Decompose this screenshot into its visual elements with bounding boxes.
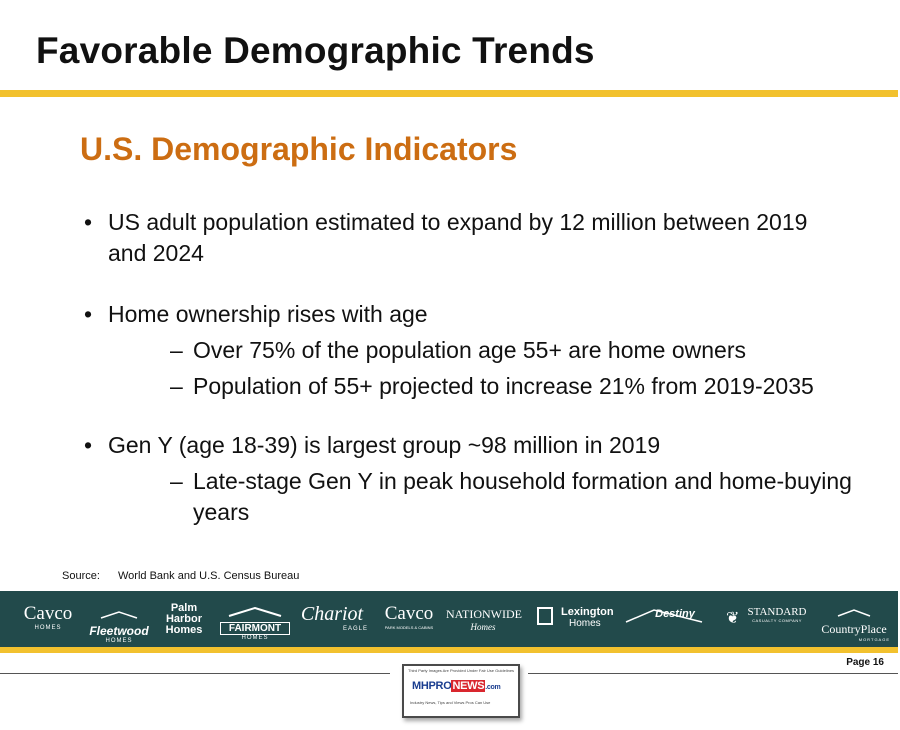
title-underline (0, 90, 898, 97)
cavco-park-models-logo: Cavco PARK MODELS & CABINS (384, 603, 434, 630)
sub-bullet-text: Population of 55+ projected to increase … (193, 373, 814, 399)
sub-bullet-text: Over 75% of the population age 55+ are h… (193, 337, 746, 363)
lexington-homes-logo: Lexington Homes (537, 606, 614, 629)
watermark-fair-use-text: Third Party Images Are Provided Under Fa… (408, 668, 515, 673)
standard-casualty-logo: ❦ STANDARD CASUALTY COMPANY (726, 606, 807, 627)
palm-harbor-homes-logo: Palm Harbor Homes (165, 602, 203, 636)
source-text: World Bank and U.S. Census Bureau (118, 570, 300, 582)
roof-icon (837, 609, 871, 617)
watermark-tagline: Industry News, Tips and Views Pros Can U… (410, 700, 491, 705)
bullet-text: Home ownership rises with age (108, 301, 428, 327)
swirl-icon: ❦ (726, 610, 740, 627)
lexington-mark-icon (537, 607, 553, 625)
watermark-logo-text: MHPRONEWS.com (412, 680, 501, 692)
chariot-eagle-logo: Chariot EAGLE (300, 603, 368, 632)
sub-bullet-marker: – (170, 468, 183, 494)
source-note: Source: World Bank and U.S. Census Bureau (62, 570, 299, 582)
sub-bullet-marker: – (170, 337, 183, 363)
bullet-marker: • (84, 209, 93, 235)
bullet-marker: • (84, 432, 93, 458)
nationwide-homes-logo: NATIONWIDE Homes (446, 607, 522, 632)
destiny-homes-logo: Destiny (624, 606, 706, 623)
bullet-text: US adult population estimated to expand … (108, 209, 808, 266)
source-label: Source: (62, 570, 100, 582)
countryplace-mortgage-logo: CountryPlace MORTGAGE (818, 604, 890, 642)
sub-bullet-marker: – (170, 373, 183, 399)
fairmont-homes-logo: FAIRMONT HOMES (220, 604, 290, 641)
bullet-text: Gen Y (age 18-39) is largest group ~98 m… (108, 432, 661, 458)
sub-bullet-text: Late-stage Gen Y in peak household forma… (193, 468, 852, 525)
roof-icon (100, 611, 138, 619)
mhpronews-watermark: Third Party Images Are Provided Under Fa… (402, 664, 520, 718)
roofline-icon (625, 609, 703, 623)
page-number: Page 16 (846, 657, 884, 668)
fleetwood-homes-logo: Fleetwood HOMES (86, 606, 152, 644)
footer-rule-left (0, 673, 390, 674)
slide-title: Favorable Demographic Trends (36, 30, 595, 71)
cavco-homes-logo: Cavco HOMES (23, 603, 73, 631)
house-outline-icon (228, 606, 282, 617)
brand-bar-gold-rule (0, 647, 898, 653)
slide-subtitle: U.S. Demographic Indicators (80, 131, 518, 167)
brand-logo-bar (0, 591, 898, 647)
bullet-marker: • (84, 301, 93, 327)
footer-rule-right (528, 673, 898, 674)
